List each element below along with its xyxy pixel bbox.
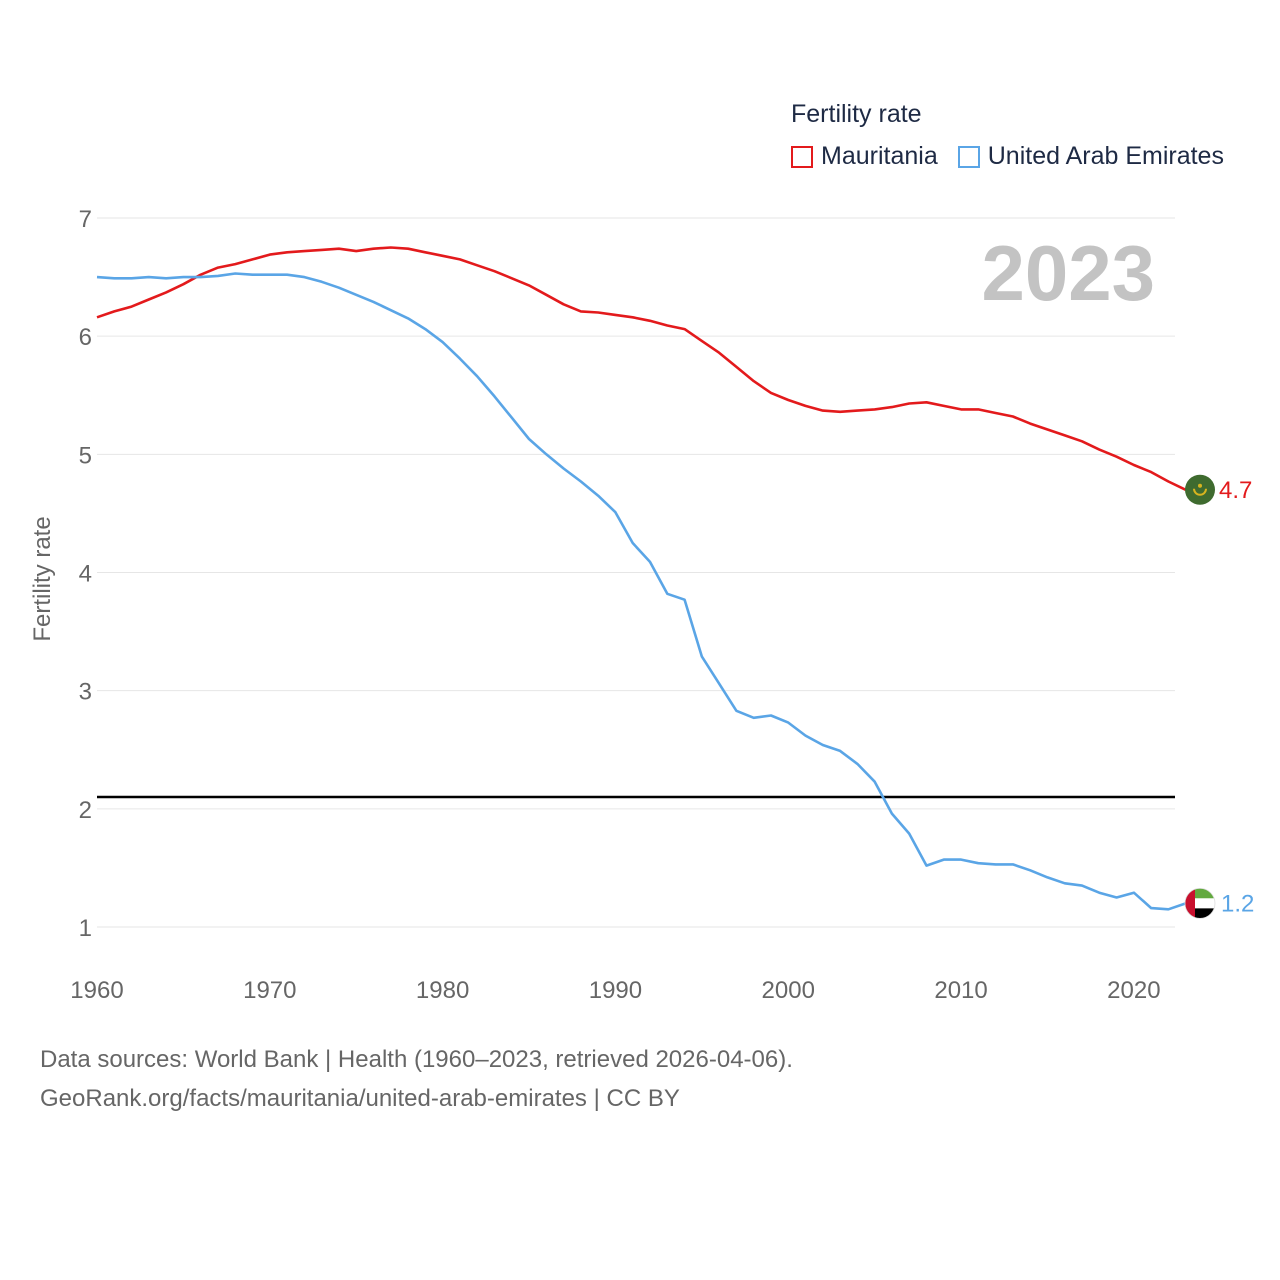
end-label-mauritania: 4.7 xyxy=(1219,477,1252,504)
x-tick-label: 2020 xyxy=(1107,977,1160,1004)
y-axis-label: Fertility rate xyxy=(29,516,56,641)
y-axis-ticks: 1 2 3 4 5 6 7 xyxy=(79,206,92,942)
series-group xyxy=(96,246,1187,911)
legend-swatch-uae xyxy=(957,145,980,168)
legend: Mauritania United Arab Emirates xyxy=(791,142,1244,171)
y-tick-label: 7 xyxy=(79,206,92,233)
legend-item-mauritania[interactable]: Mauritania xyxy=(791,142,938,171)
mauritania-flag-icon xyxy=(1185,474,1215,505)
y-tick-label: 2 xyxy=(79,797,92,824)
y-tick-label: 3 xyxy=(79,679,92,706)
grid xyxy=(97,217,1175,928)
legend-swatch-mauritania xyxy=(791,145,813,168)
y-tick-label: 1 xyxy=(79,915,92,942)
legend-item-uae[interactable]: United Arab Emirates xyxy=(957,142,1224,171)
x-tick-label: 2000 xyxy=(762,977,815,1004)
end-label-uae: 1.2 xyxy=(1221,890,1254,917)
y-tick-label: 5 xyxy=(79,442,92,469)
x-tick-label: 1990 xyxy=(589,977,642,1004)
footer-attribution: GeoRank.org/facts/mauritania/united-arab… xyxy=(40,1085,680,1112)
series-line-mauritania[interactable] xyxy=(96,246,1187,491)
year-watermark: 2023 xyxy=(981,229,1155,317)
end-markers: 4.7 1.2 xyxy=(1184,474,1254,919)
x-tick-label: 1970 xyxy=(243,977,296,1004)
legend-label-mauritania: Mauritania xyxy=(821,142,938,170)
legend-title: Fertility rate xyxy=(791,100,922,128)
y-tick-label: 6 xyxy=(79,324,92,351)
series-line-united-arab-emirates[interactable] xyxy=(96,272,1187,911)
footer-sources: Data sources: World Bank | Health (1960–… xyxy=(40,1046,793,1073)
x-tick-label: 1980 xyxy=(416,977,469,1004)
x-tick-label: 2010 xyxy=(934,977,987,1004)
x-axis-ticks: 1960 1970 1980 1990 2000 2010 2020 xyxy=(70,977,1160,1004)
uae-flag-icon xyxy=(1184,887,1216,919)
y-tick-label: 4 xyxy=(79,561,92,588)
x-tick-label: 1960 xyxy=(70,977,123,1004)
legend-label-uae: United Arab Emirates xyxy=(987,142,1224,170)
